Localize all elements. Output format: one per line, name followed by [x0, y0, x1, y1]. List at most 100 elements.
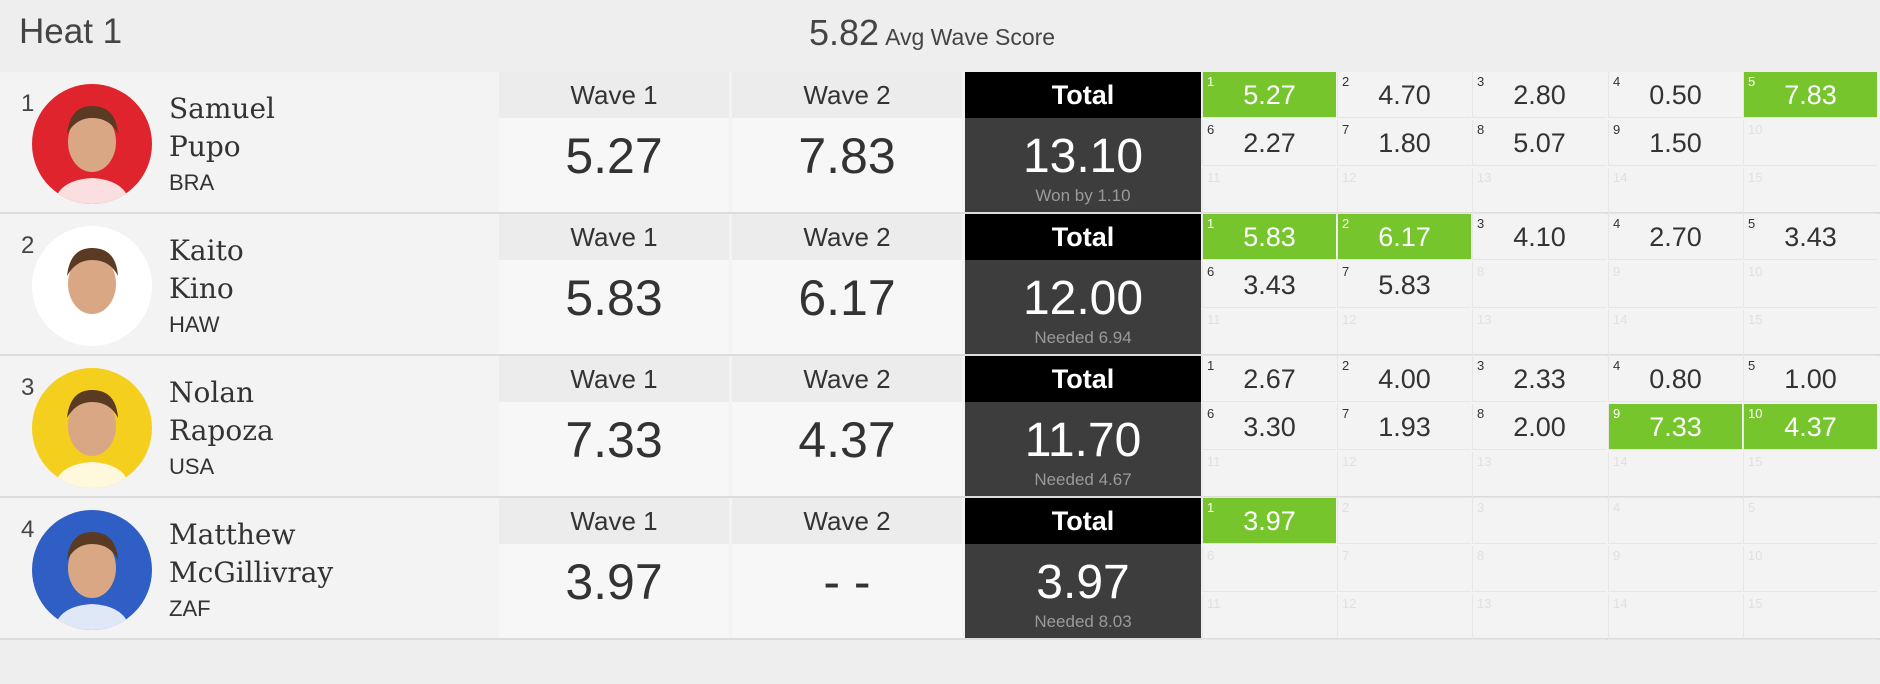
wave-number: 15 [1748, 312, 1763, 327]
wave-cell[interactable]: 8 5.07 [1472, 120, 1606, 166]
wave-cell-counted[interactable]: 1 5.27 [1202, 72, 1336, 118]
wave-grid: 1 2.67 2 4.00 3 2.33 4 0.80 5 1.00 6 3.30 7 1.93 8 2.00… [1202, 356, 1880, 498]
surfer-row[interactable]: 2 Kaito Kino HAW Wave 1 5.83 Wave 2 6.17 Total 12… [0, 214, 1880, 356]
wave-cell-counted[interactable]: 9 7.33 [1608, 404, 1742, 450]
wave-number: 13 [1477, 170, 1492, 185]
wave-number: 3 [1477, 358, 1485, 373]
wave-cell[interactable]: 2 4.00 [1337, 356, 1471, 402]
wave-cell-counted[interactable]: 10 4.37 [1743, 404, 1877, 450]
wave-number: 6 [1207, 264, 1215, 279]
wave-score: 1.80 [1378, 128, 1431, 158]
wave-number: 9 [1613, 264, 1621, 279]
wave-number: 5 [1748, 358, 1756, 373]
wave-number: 2 [1342, 74, 1350, 89]
wave-number: 13 [1477, 312, 1492, 327]
wave-number: 3 [1477, 216, 1485, 231]
wave-cell: 12 [1337, 452, 1471, 498]
wave-number: 6 [1207, 548, 1215, 563]
wave-cell: 4 [1608, 498, 1742, 544]
surfer-country: BRA [169, 170, 215, 195]
wave-number: 15 [1748, 596, 1763, 611]
wave-1-score: 5.27 [565, 128, 663, 184]
avg-wave-score: 5.82 Avg Wave Score [809, 12, 1055, 54]
wave-2-label: Wave 2 [732, 72, 962, 118]
surfer-name[interactable]: Matthew McGillivray [169, 516, 333, 592]
wave-cell-counted[interactable]: 1 3.97 [1202, 498, 1336, 544]
wave-cell[interactable]: 3 2.80 [1472, 72, 1606, 118]
wave-number: 9 [1613, 122, 1621, 137]
wave-cell[interactable]: 7 1.93 [1337, 404, 1471, 450]
wave-score: 4.37 [1784, 412, 1837, 442]
wave-grid: 1 5.27 2 4.70 3 2.80 4 0.50 5 7.83 6 2.27 7 1.80 8 5.07… [1202, 72, 1880, 214]
wave-score: 2.33 [1513, 364, 1566, 394]
total-status: Needed 4.67 [1034, 470, 1132, 489]
wave-cell[interactable]: 4 0.80 [1608, 356, 1742, 402]
wave-cell[interactable]: 6 2.27 [1202, 120, 1336, 166]
total-score: 3.97 [1036, 556, 1130, 609]
wave-number: 7 [1342, 548, 1350, 563]
wave-grid: 1 3.97 2 3 4 5 6 7 8 9 10 11 12 13 14 15 [1202, 498, 1880, 640]
surfer-name[interactable]: Samuel Pupo [169, 90, 275, 166]
total-column: Total 13.10 Won by 1.10 [965, 72, 1201, 212]
total-label: Total [965, 72, 1201, 118]
wave-cell[interactable]: 8 2.00 [1472, 404, 1606, 450]
wave-cell[interactable]: 3 4.10 [1472, 214, 1606, 260]
wave-cell[interactable]: 6 3.43 [1202, 262, 1336, 308]
avatar-image [32, 368, 152, 488]
wave-cell: 9 [1608, 546, 1742, 592]
wave-score: 2.27 [1243, 128, 1296, 158]
wave-cell[interactable]: 1 2.67 [1202, 356, 1336, 402]
wave-cell[interactable]: 5 1.00 [1743, 356, 1877, 402]
wave-cell-counted[interactable]: 2 6.17 [1337, 214, 1471, 260]
surfer-row[interactable]: 1 Samuel Pupo BRA Wave 1 5.27 Wave 2 7.83 Total 1… [0, 72, 1880, 214]
wave-cell[interactable]: 5 3.43 [1743, 214, 1877, 260]
surfer-first-name: Nolan [169, 376, 255, 409]
surfer-name[interactable]: Nolan Rapoza [169, 374, 274, 450]
surfer-last-name: Rapoza [169, 414, 274, 447]
wave-number: 8 [1477, 406, 1485, 421]
wave-cell[interactable]: 4 0.50 [1608, 72, 1742, 118]
wave-cell: 14 [1608, 310, 1742, 356]
wave-cell: 10 [1743, 120, 1877, 166]
wave-number: 1 [1207, 500, 1215, 515]
wave-cell[interactable]: 9 1.50 [1608, 120, 1742, 166]
wave-score: 1.93 [1378, 412, 1431, 442]
wave-score: 7.83 [1784, 80, 1837, 110]
wave-2-column: Wave 2 7.83 [732, 72, 962, 212]
surfer-avatar [32, 368, 152, 488]
wave-cell[interactable]: 4 2.70 [1608, 214, 1742, 260]
wave-number: 1 [1207, 358, 1215, 373]
wave-number: 11 [1207, 312, 1221, 327]
wave-cell: 7 [1337, 546, 1471, 592]
wave-cell[interactable]: 6 3.30 [1202, 404, 1336, 450]
avatar-image [32, 84, 152, 204]
avatar-hair [67, 532, 118, 560]
wave-cell: 11 [1202, 168, 1336, 214]
wave-cell: 14 [1608, 452, 1742, 498]
wave-cell-counted[interactable]: 5 7.83 [1743, 72, 1877, 118]
wave-number: 8 [1477, 122, 1485, 137]
avatar-hair [67, 390, 118, 418]
wave-number: 7 [1342, 264, 1350, 279]
wave-cell[interactable]: 2 4.70 [1337, 72, 1471, 118]
wave-2-column: Wave 2 6.17 [732, 214, 962, 354]
wave-number: 7 [1342, 122, 1350, 137]
avatar-face [68, 112, 116, 172]
wave-cell-counted[interactable]: 1 5.83 [1202, 214, 1336, 260]
wave-number: 12 [1342, 454, 1357, 469]
wave-score: 5.83 [1243, 222, 1296, 252]
surfer-row[interactable]: 4 Matthew McGillivray ZAF Wave 1 3.97 Wave 2 - … [0, 498, 1880, 640]
wave-cell[interactable]: 7 5.83 [1337, 262, 1471, 308]
wave-score: 2.70 [1649, 222, 1702, 252]
wave-score: 5.07 [1513, 128, 1566, 158]
wave-score: 4.70 [1378, 80, 1431, 110]
wave-cell: 15 [1743, 452, 1877, 498]
surfer-name[interactable]: Kaito Kino [169, 232, 244, 308]
wave-cell[interactable]: 3 2.33 [1472, 356, 1606, 402]
rank: 4 [21, 516, 35, 543]
wave-score: 7.33 [1649, 412, 1702, 442]
surfer-avatar [32, 510, 152, 630]
surfer-row[interactable]: 3 Nolan Rapoza USA Wave 1 7.33 Wave 2 4.37 Total… [0, 356, 1880, 498]
wave-cell[interactable]: 7 1.80 [1337, 120, 1471, 166]
wave-number: 2 [1342, 500, 1350, 515]
